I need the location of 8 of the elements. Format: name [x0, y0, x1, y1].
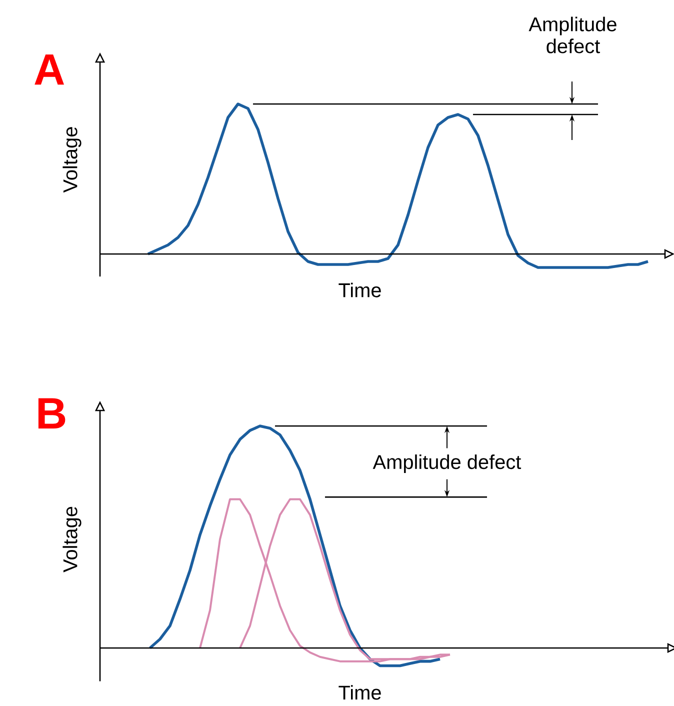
text: Amplitude defect: [528, 16, 616, 54]
y-axis-title: Voltage: [62, 127, 82, 193]
annotation: Amplitude defect: [372, 454, 522, 474]
chart-title: B: [38, 398, 66, 428]
chart-title: A: [34, 54, 64, 85]
x-axis-title: Time: [338, 282, 381, 298]
y-axis-title: Voltage: [62, 506, 82, 572]
x-axis-title: Time: [338, 685, 381, 700]
